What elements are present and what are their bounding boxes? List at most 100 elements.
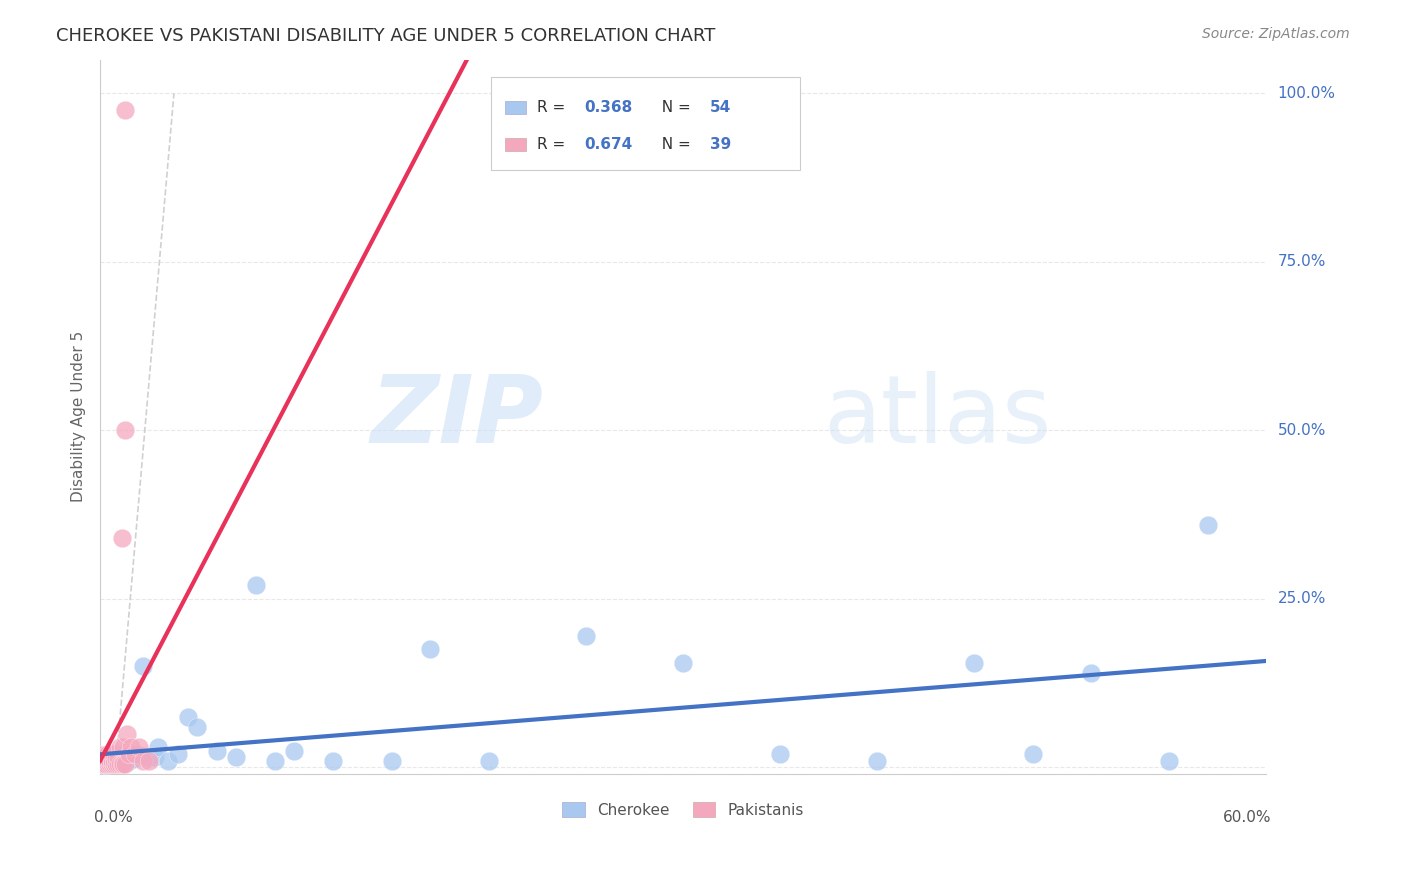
Point	[91, 757, 114, 772]
Point	[138, 754, 160, 768]
Bar	[505, 138, 526, 151]
Point	[110, 531, 132, 545]
Text: ZIP: ZIP	[370, 371, 543, 463]
Point	[107, 757, 129, 772]
Point	[124, 747, 146, 761]
Text: 0.368: 0.368	[583, 100, 633, 115]
Point	[1197, 517, 1219, 532]
Point	[114, 423, 136, 437]
Point	[98, 754, 121, 768]
Point	[91, 757, 114, 772]
Point	[107, 750, 129, 764]
Text: N =: N =	[651, 136, 695, 152]
Point	[108, 740, 131, 755]
Point	[108, 755, 131, 769]
Text: 0.0%: 0.0%	[94, 810, 134, 825]
Point	[264, 754, 287, 768]
Text: R =: R =	[537, 136, 571, 152]
Point	[132, 754, 155, 768]
Point	[128, 748, 150, 763]
Point	[132, 659, 155, 673]
Point	[114, 757, 136, 772]
Point	[104, 757, 127, 772]
Point	[176, 710, 198, 724]
Point	[97, 747, 120, 761]
Point	[93, 752, 115, 766]
Point	[120, 748, 142, 763]
Text: Source: ZipAtlas.com: Source: ZipAtlas.com	[1202, 27, 1350, 41]
Point	[103, 752, 125, 766]
Point	[1157, 754, 1180, 768]
Point	[117, 727, 139, 741]
Point	[143, 750, 166, 764]
Point	[103, 754, 125, 768]
Point	[104, 754, 127, 768]
Point	[108, 748, 131, 763]
FancyBboxPatch shape	[491, 78, 800, 170]
Point	[114, 755, 136, 769]
Point	[186, 720, 208, 734]
Point	[103, 757, 125, 772]
Point	[101, 757, 124, 772]
Point	[283, 743, 305, 757]
Point	[107, 757, 129, 772]
Point	[672, 656, 695, 670]
Point	[110, 757, 132, 772]
Legend: Cherokee, Pakistanis: Cherokee, Pakistanis	[555, 796, 810, 823]
Bar	[505, 101, 526, 113]
Point	[94, 757, 117, 772]
Point	[205, 743, 228, 757]
Point	[120, 740, 142, 755]
Text: CHEROKEE VS PAKISTANI DISABILITY AGE UNDER 5 CORRELATION CHART: CHEROKEE VS PAKISTANI DISABILITY AGE UND…	[56, 27, 716, 45]
Point	[112, 757, 135, 772]
Y-axis label: Disability Age Under 5: Disability Age Under 5	[72, 331, 86, 502]
Point	[866, 754, 889, 768]
Point	[98, 747, 121, 761]
Point	[148, 740, 170, 755]
Point	[101, 751, 124, 765]
Point	[104, 752, 127, 766]
Point	[118, 747, 141, 761]
Text: 50.0%: 50.0%	[1278, 423, 1326, 438]
Text: N =: N =	[651, 100, 695, 115]
Point	[108, 757, 131, 772]
Point	[963, 656, 986, 670]
Point	[1022, 747, 1045, 761]
Point	[110, 757, 132, 772]
Point	[97, 756, 120, 771]
Point	[93, 748, 115, 763]
Text: 39: 39	[710, 136, 731, 152]
Point	[128, 740, 150, 755]
Point	[112, 752, 135, 766]
Point	[97, 749, 120, 764]
Point	[97, 754, 120, 768]
Point	[124, 747, 146, 761]
Point	[93, 757, 115, 772]
Point	[166, 747, 188, 761]
Point	[94, 752, 117, 766]
Point	[322, 754, 344, 768]
Text: 25.0%: 25.0%	[1278, 591, 1326, 607]
Point	[93, 755, 115, 769]
Point	[1080, 666, 1102, 681]
Text: 60.0%: 60.0%	[1223, 810, 1271, 825]
Text: R =: R =	[537, 100, 571, 115]
Point	[94, 754, 117, 768]
Point	[112, 740, 135, 755]
Point	[91, 748, 114, 763]
Point	[91, 754, 114, 768]
Point	[94, 748, 117, 763]
Point	[380, 754, 402, 768]
Point	[104, 756, 127, 771]
Point	[769, 747, 792, 761]
Point	[91, 750, 114, 764]
Point	[575, 629, 598, 643]
Point	[122, 752, 145, 766]
Text: 0.674: 0.674	[583, 136, 633, 152]
Text: 75.0%: 75.0%	[1278, 254, 1326, 269]
Point	[101, 754, 124, 768]
Point	[103, 757, 125, 772]
Point	[157, 754, 180, 768]
Text: atlas: atlas	[823, 371, 1052, 463]
Point	[103, 747, 125, 761]
